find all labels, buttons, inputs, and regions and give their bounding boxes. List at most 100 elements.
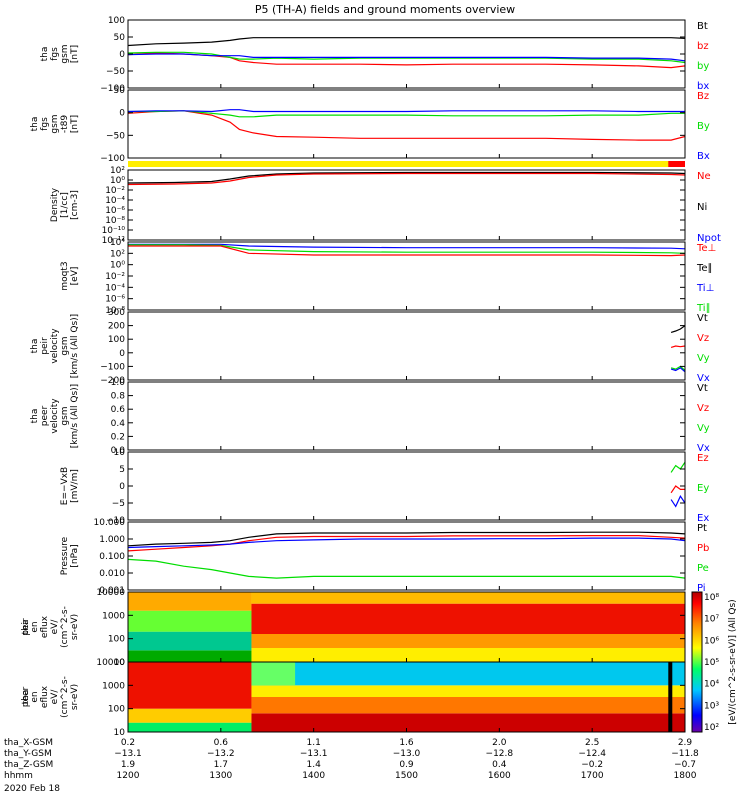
x-tick-value: 1500 [395, 771, 418, 781]
y-tick-label: 1.000 [99, 535, 125, 545]
panel-peer_velocity [127, 381, 686, 451]
y-axis-label: velocity [50, 398, 60, 434]
spectrogram-band [128, 592, 252, 611]
y-tick-label: 0 [119, 50, 125, 60]
y-tick-label: −100 [100, 154, 125, 164]
y-axis-label: fgs [40, 117, 50, 131]
y-tick-label: 0.0 [111, 446, 126, 456]
spectrogram-band [128, 631, 252, 651]
legend-item: Ne [697, 171, 711, 182]
y-axis-label: en [30, 691, 40, 702]
legend-item: Te∥ [696, 263, 713, 274]
series-line-by [127, 51, 686, 64]
colorbar [691, 591, 703, 733]
x-tick-value: 1200 [117, 771, 140, 781]
y-axis-label: -t89 [60, 115, 70, 134]
y-axis-label: [km/s (All Qs)] [70, 384, 80, 448]
y-tick-label: 0.010 [99, 569, 125, 579]
y-axis-label: [mV/m] [70, 469, 80, 503]
legend-item: Vz [697, 333, 709, 344]
y-axis-label: eflux [40, 615, 50, 638]
x-tick-value: 1800 [674, 771, 697, 781]
y-tick-label: −10 [106, 516, 125, 526]
y-axis-label: peir [21, 618, 31, 636]
y-tick-label: 10 [114, 658, 126, 668]
colorbar-tick-label: 10⁸ [704, 593, 719, 603]
x-tick-value: 0.2 [121, 738, 135, 748]
y-tick-label: −50 [106, 131, 125, 141]
y-tick-label: 10⁻² [105, 186, 125, 196]
x-tick-value: 1400 [302, 771, 325, 781]
y-axis-label: en [30, 621, 40, 632]
series-line-Vz [670, 345, 686, 348]
x-tick-value: 1.7 [214, 760, 228, 770]
y-axis-label: eV/ [50, 619, 60, 635]
y-tick-label: 200 [108, 322, 125, 332]
y-axis-label: gsm [60, 44, 70, 63]
y-axis-label: [nPa] [70, 544, 80, 567]
y-axis-label: peir [40, 337, 50, 355]
y-tick-label: 10 [114, 728, 126, 738]
series-line-Pi [127, 537, 686, 549]
x-tick-value: −0.2 [581, 760, 603, 770]
spectrogram-band [251, 592, 686, 604]
legend-item: Vx [697, 373, 710, 384]
x-tick-value: 2.0 [492, 738, 507, 748]
y-tick-label: 50 [114, 33, 126, 43]
x-tick-value: −13.1 [300, 749, 328, 759]
y-tick-label: 0.8 [111, 392, 126, 402]
spectrogram-peir_en_eflux [128, 592, 686, 662]
y-tick-label: 300 [108, 308, 125, 318]
y-axis-label: eflux [40, 685, 50, 708]
y-tick-label: 10⁻⁴ [105, 283, 125, 293]
y-axis-label: tha [30, 339, 40, 354]
series-line-Ez [670, 485, 685, 494]
series-line-Te⊥ [128, 245, 686, 257]
y-tick-label: 0.100 [99, 552, 125, 562]
x-tick-value: −11.8 [671, 749, 699, 759]
x-tick-value: 1.4 [307, 760, 322, 770]
y-tick-label: 10² [110, 249, 125, 259]
y-tick-label: 10⁻⁸ [105, 216, 125, 226]
legend-item: Bz [697, 91, 709, 102]
y-axis-label: [nT] [70, 45, 80, 63]
y-tick-label: −100 [100, 84, 125, 94]
spectrogram-band [251, 713, 686, 732]
y-tick-label: 10⁻⁶ [105, 206, 125, 216]
legend-item: Ex [697, 513, 709, 524]
series-line-By [128, 110, 685, 118]
x-tick-value: −13.2 [207, 749, 235, 759]
y-axis-label: [1/cc] [60, 192, 70, 218]
x-tick-value: 1600 [488, 771, 511, 781]
panel-efield [127, 451, 686, 521]
y-axis-label: tha [21, 690, 31, 705]
y-tick-label: 5 [119, 465, 125, 475]
spectrogram-band [251, 603, 686, 634]
status-bar-alert [668, 161, 685, 167]
y-axis-label: tha [30, 117, 40, 132]
panel-peir_en_eflux [127, 591, 686, 663]
y-tick-label: −50 [106, 67, 125, 77]
panel-frame [127, 451, 686, 521]
spectrogram-band [128, 722, 252, 732]
y-axis-label: gsm [60, 336, 70, 355]
y-tick-label: 10.000 [94, 518, 126, 528]
y-tick-label: 0.4 [111, 419, 126, 429]
y-axis-label: sr-eV) [70, 684, 80, 710]
series-line-Pt [127, 531, 686, 547]
y-axis-label: (cm^2-s- [60, 606, 70, 648]
x-tick-value: 2.5 [585, 738, 599, 748]
y-axis-label: peer [21, 686, 31, 707]
y-tick-label: 10⁰ [110, 261, 125, 271]
colorbar-tick-label: 10⁷ [704, 615, 719, 625]
y-tick-label: 10000 [96, 658, 125, 668]
y-tick-label: 100 [108, 16, 125, 26]
y-axis-label: gsm [50, 114, 60, 133]
spectrogram-band [251, 648, 686, 662]
series-line-Bt [127, 37, 686, 47]
y-tick-label: 10⁻¹⁰ [102, 226, 126, 236]
legend-item: Pb [697, 543, 709, 554]
series-line-Ti∥ [128, 244, 686, 254]
